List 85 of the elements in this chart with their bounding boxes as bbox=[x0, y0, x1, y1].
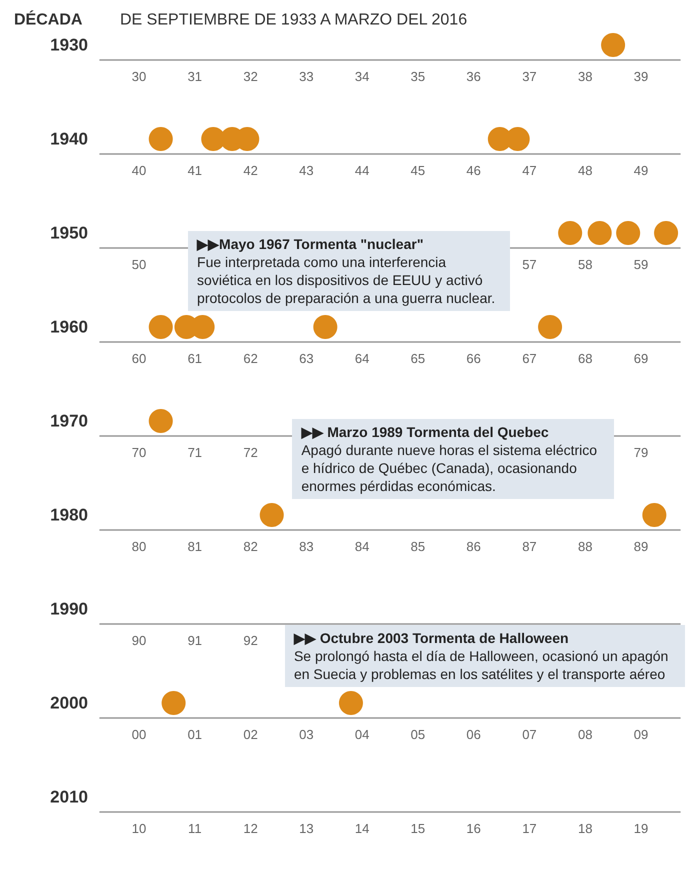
x-tick-label: 68 bbox=[578, 351, 592, 366]
x-tick-label: 81 bbox=[188, 539, 202, 554]
x-tick-label: 60 bbox=[132, 351, 146, 366]
x-tick-label: 01 bbox=[188, 727, 202, 742]
x-tick-label: 42 bbox=[243, 163, 258, 178]
x-tick-label: 58 bbox=[578, 257, 592, 272]
x-tick-label: 85 bbox=[410, 539, 426, 554]
x-tick-label: 44 bbox=[354, 163, 370, 178]
x-tick-label: 47 bbox=[522, 163, 537, 178]
x-tick-label: 90 bbox=[132, 633, 146, 648]
x-tick-label: 67 bbox=[522, 351, 537, 366]
x-tick-label: 15 bbox=[410, 821, 426, 836]
text: DE SEPTIEMBRE DE 1933 A MARZO DEL 2016 bbox=[120, 12, 468, 28]
x-tick-label: 08 bbox=[578, 727, 592, 742]
y-tick-label: 1970 bbox=[50, 412, 88, 430]
x-tick-label: 80 bbox=[132, 539, 146, 554]
x-tick-label: 14 bbox=[354, 821, 370, 836]
annotation: ▶▶ Marzo 1989 Tormenta del Quebec Apagó durante nueve horas el sistema eléctrico e hídrico de Québec (Canada), ocasionando enormes pérdidas económicas. bbox=[301, 423, 598, 494]
x-tick-label: 11 bbox=[188, 821, 202, 836]
x-tick-label: 63 bbox=[299, 351, 314, 366]
x-tick-label: 61 bbox=[188, 351, 202, 366]
y-tick-label: 1940 bbox=[50, 130, 88, 148]
x-tick-label: 33 bbox=[299, 69, 314, 84]
x-tick-label: 65 bbox=[410, 351, 426, 366]
x-tick-label: 88 bbox=[578, 539, 592, 554]
y-tick-label: 1950 bbox=[50, 224, 88, 242]
x-tick-label: 17 bbox=[522, 821, 537, 836]
x-tick-label: 64 bbox=[354, 351, 370, 366]
x-tick-label: 02 bbox=[243, 727, 258, 742]
x-tick-label: 43 bbox=[299, 163, 314, 178]
x-tick-label: 06 bbox=[466, 727, 481, 742]
x-tick-label: 18 bbox=[578, 821, 592, 836]
x-tick-label: 70 bbox=[132, 445, 146, 460]
y-tick-label: 1930 bbox=[50, 36, 88, 54]
x-tick-label: 91 bbox=[188, 633, 202, 648]
x-tick-label: 19 bbox=[634, 821, 648, 836]
x-tick-label: 72 bbox=[243, 445, 258, 460]
x-tick-label: 89 bbox=[634, 539, 648, 554]
x-tick-label: 38 bbox=[578, 69, 592, 84]
x-tick-label: 84 bbox=[354, 539, 370, 554]
x-tick-label: 39 bbox=[634, 69, 648, 84]
x-tick-label: 37 bbox=[522, 69, 537, 84]
x-tick-label: 79 bbox=[634, 445, 648, 460]
x-tick-label: 46 bbox=[466, 163, 481, 178]
x-tick-label: 62 bbox=[243, 351, 258, 366]
y-tick-label: 1960 bbox=[50, 318, 88, 336]
y-tick-label: 1990 bbox=[50, 600, 88, 618]
x-tick-label: 00 bbox=[132, 727, 146, 742]
x-tick-label: 13 bbox=[299, 821, 314, 836]
text: DÉCADA bbox=[14, 10, 83, 28]
x-tick-label: 10 bbox=[132, 821, 146, 836]
x-tick-label: 59 bbox=[634, 257, 648, 272]
x-tick-label: 07 bbox=[522, 727, 537, 742]
annotation: ▶▶ Octubre 2003 Tormenta de Halloween Se prolongó hasta el día de Halloween, ocasionó un apagón en Suecia y problemas en los satélites y el transporte aéreo bbox=[294, 629, 670, 682]
x-tick-label: 30 bbox=[132, 69, 146, 84]
x-tick-label: 45 bbox=[410, 163, 426, 178]
x-tick-label: 03 bbox=[299, 727, 314, 742]
x-tick-label: 48 bbox=[578, 163, 592, 178]
x-tick-label: 69 bbox=[634, 351, 648, 366]
x-tick-label: 35 bbox=[410, 69, 426, 84]
x-tick-label: 09 bbox=[634, 727, 648, 742]
x-tick-label: 82 bbox=[243, 539, 258, 554]
x-tick-label: 57 bbox=[522, 257, 537, 272]
x-tick-label: 04 bbox=[354, 727, 370, 742]
x-tick-label: 36 bbox=[466, 69, 481, 84]
x-tick-label: 71 bbox=[188, 445, 202, 460]
x-tick-label: 40 bbox=[132, 163, 146, 178]
x-tick-label: 83 bbox=[299, 539, 314, 554]
x-tick-label: 87 bbox=[522, 539, 537, 554]
y-tick-label: 2000 bbox=[50, 694, 88, 712]
x-tick-label: 66 bbox=[466, 351, 481, 366]
x-tick-label: 49 bbox=[634, 163, 648, 178]
x-tick-label: 05 bbox=[410, 727, 426, 742]
x-tick-label: 32 bbox=[243, 69, 258, 84]
x-tick-label: 50 bbox=[132, 257, 146, 272]
x-tick-label: 41 bbox=[188, 163, 202, 178]
x-tick-label: 16 bbox=[466, 821, 481, 836]
x-tick-label: 12 bbox=[243, 821, 258, 836]
y-tick-label: 1980 bbox=[50, 506, 88, 524]
x-tick-label: 92 bbox=[243, 633, 258, 648]
x-tick-label: 34 bbox=[354, 69, 370, 84]
y-tick-label: 2010 bbox=[50, 788, 88, 806]
annotation: ▶▶Mayo 1967 Tormenta "nuclear" Fue interpretada como una interferencia soviética en los dispositivos de EEUU y activó protocolos de preparación a una guerra nuclear. bbox=[197, 235, 496, 306]
x-tick-label: 31 bbox=[188, 69, 202, 84]
x-tick-label: 86 bbox=[466, 539, 481, 554]
